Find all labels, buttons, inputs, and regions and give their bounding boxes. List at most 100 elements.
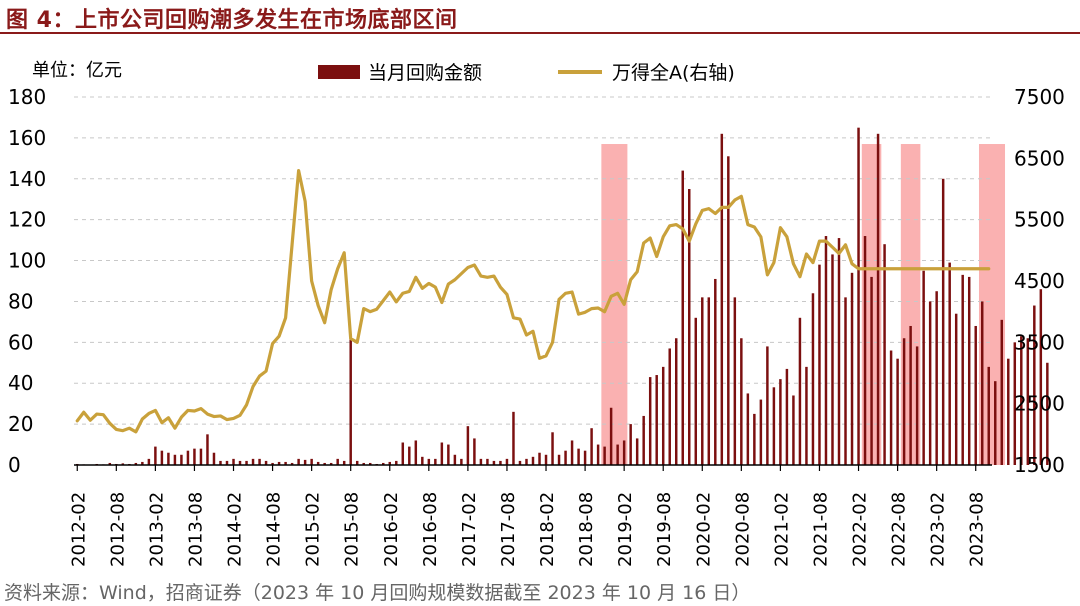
bar xyxy=(851,273,853,465)
bar xyxy=(629,424,631,465)
bar xyxy=(441,443,443,465)
bar xyxy=(1040,289,1042,465)
bar xyxy=(558,455,560,465)
bar xyxy=(402,443,404,465)
y-left-tick-label: 100 xyxy=(8,249,46,273)
x-tick-label: 2020-08 xyxy=(732,492,753,567)
x-tick-label: 2018-02 xyxy=(537,492,558,567)
bar xyxy=(480,459,482,465)
chart: 0204060801001201401601801500250035004500… xyxy=(0,0,1080,606)
bar xyxy=(623,440,625,465)
bar xyxy=(655,375,657,465)
bar xyxy=(642,416,644,465)
x-tick-label: 2015-02 xyxy=(303,492,324,567)
bar xyxy=(779,379,781,465)
bar xyxy=(988,367,990,465)
bar xyxy=(786,369,788,465)
bar xyxy=(408,447,410,465)
y-right-tick-label: 2500 xyxy=(1014,392,1065,416)
bar xyxy=(701,297,703,465)
bar xyxy=(818,265,820,465)
x-tick-label: 2013-08 xyxy=(185,492,206,567)
bar xyxy=(506,459,508,465)
bar xyxy=(310,459,312,465)
bar xyxy=(942,179,944,465)
bar xyxy=(297,459,299,465)
bar xyxy=(577,449,579,465)
highlight-regions xyxy=(601,144,1005,465)
bar xyxy=(512,412,514,465)
bar xyxy=(883,244,885,465)
x-tick-label: 2021-08 xyxy=(810,492,831,567)
bar xyxy=(740,338,742,465)
bar xyxy=(734,297,736,465)
bar xyxy=(838,238,840,465)
bar xyxy=(252,459,254,465)
x-tick-label: 2018-08 xyxy=(576,492,597,567)
bar xyxy=(304,460,306,465)
bar xyxy=(1001,320,1003,465)
bar xyxy=(421,457,423,465)
legend-label-bar: 当月回购金额 xyxy=(368,62,482,84)
x-tick-label: 2022-08 xyxy=(889,492,910,567)
bar xyxy=(545,455,547,465)
x-tick-label: 2019-02 xyxy=(615,492,636,567)
bar xyxy=(434,459,436,465)
bar xyxy=(896,359,898,465)
bar xyxy=(232,459,234,465)
bar xyxy=(799,318,801,465)
bar xyxy=(890,351,892,465)
bar xyxy=(721,134,723,465)
bar xyxy=(454,455,456,465)
legend-label-line: 万得全A(右轴) xyxy=(612,62,735,84)
bar xyxy=(727,156,729,465)
bar xyxy=(961,275,963,465)
bar xyxy=(831,254,833,465)
y-left-tick-label: 140 xyxy=(8,167,46,191)
bar xyxy=(825,236,827,465)
bar xyxy=(935,291,937,465)
bar xyxy=(948,263,950,465)
bar xyxy=(154,447,156,465)
bar xyxy=(167,453,169,465)
bar xyxy=(747,393,749,465)
bar xyxy=(193,449,195,465)
bar xyxy=(428,459,430,465)
y-left-tick-label: 60 xyxy=(8,330,33,354)
y-left-tick-label: 80 xyxy=(8,289,33,313)
bar xyxy=(1007,359,1009,465)
bar xyxy=(668,348,670,465)
bar xyxy=(877,134,879,465)
bar xyxy=(864,236,866,465)
bar xyxy=(812,293,814,465)
bar xyxy=(336,459,338,465)
bar xyxy=(538,453,540,465)
x-tick-label: 2016-02 xyxy=(381,492,402,567)
x-tick-label: 2017-08 xyxy=(498,492,519,567)
bar xyxy=(649,377,651,465)
bar xyxy=(564,451,566,465)
x-tick-label: 2014-08 xyxy=(264,492,285,567)
bar xyxy=(460,459,462,465)
y-right-tick-label: 3500 xyxy=(1014,330,1065,354)
legend-swatch-bar xyxy=(318,65,360,79)
gridlines xyxy=(74,97,992,424)
bar xyxy=(590,428,592,465)
bar xyxy=(174,455,176,465)
bar xyxy=(200,449,202,465)
bar xyxy=(571,440,573,465)
bar xyxy=(180,455,182,465)
x-tick-label: 2012-08 xyxy=(107,492,128,567)
bar xyxy=(532,457,534,465)
y-left-tick-label: 0 xyxy=(8,453,21,477)
bar xyxy=(909,326,911,465)
y-right-tick-label: 7500 xyxy=(1014,85,1065,109)
legend: 当月回购金额 万得全A(右轴) xyxy=(318,62,735,84)
x-tick-label: 2019-08 xyxy=(654,492,675,567)
y-right-tick-label: 5500 xyxy=(1014,208,1065,232)
x-tick-label: 2023-02 xyxy=(928,492,949,567)
bar xyxy=(760,400,762,465)
x-tick-label: 2012-02 xyxy=(68,492,89,567)
bar xyxy=(903,338,905,465)
bar xyxy=(597,445,599,465)
